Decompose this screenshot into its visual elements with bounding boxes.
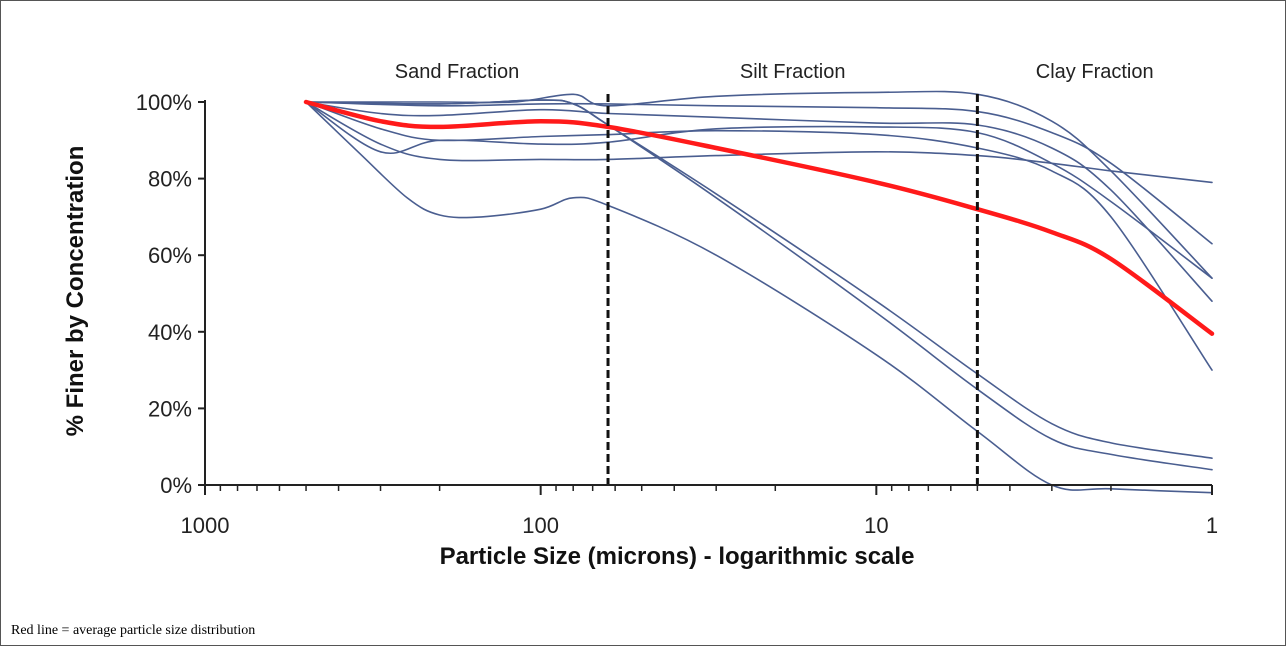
sample-series-line: [305, 99, 1213, 471]
sample-series-line: [305, 101, 1213, 184]
y-axis-label: % Finer by Concentration: [62, 146, 89, 437]
y-tick-label: 0%: [160, 473, 192, 498]
sample-series-line: [305, 101, 1213, 302]
y-tick-label: 100%: [136, 90, 192, 115]
x-tick-label: 100: [522, 513, 559, 538]
x-tick-label: 1000: [181, 513, 230, 538]
region-label: Sand Fraction: [395, 61, 520, 83]
sample-series-line: [305, 101, 1213, 245]
fraction-dividers: [606, 94, 979, 485]
sample-series-line: [305, 101, 1213, 494]
region-label: Clay Fraction: [1036, 61, 1154, 83]
axes: 0% 20% 40% 60% 80% 100% 1000 100 10 1: [136, 90, 1218, 538]
x-tick-label: 1: [1206, 513, 1218, 538]
x-tick-label: 10: [864, 513, 888, 538]
caption: Red line = average particle size distrib…: [11, 623, 256, 638]
region-labels: Sand Fraction Silt Fraction Clay Fraction: [395, 61, 1154, 83]
region-label: Silt Fraction: [740, 61, 846, 83]
y-tick-label: 80%: [148, 167, 192, 192]
y-tick-label: 40%: [148, 320, 192, 345]
x-axis-label: Particle Size (microns) - logarithmic sc…: [440, 543, 915, 570]
y-tick-label: 60%: [148, 243, 192, 268]
y-tick-label: 20%: [148, 396, 192, 421]
average-series-line: [303, 99, 1215, 336]
chart: Sand Fraction Silt Fraction Clay Fraction …: [62, 61, 1218, 570]
series-lines: [303, 90, 1215, 494]
sample-series-line: [305, 101, 1213, 279]
